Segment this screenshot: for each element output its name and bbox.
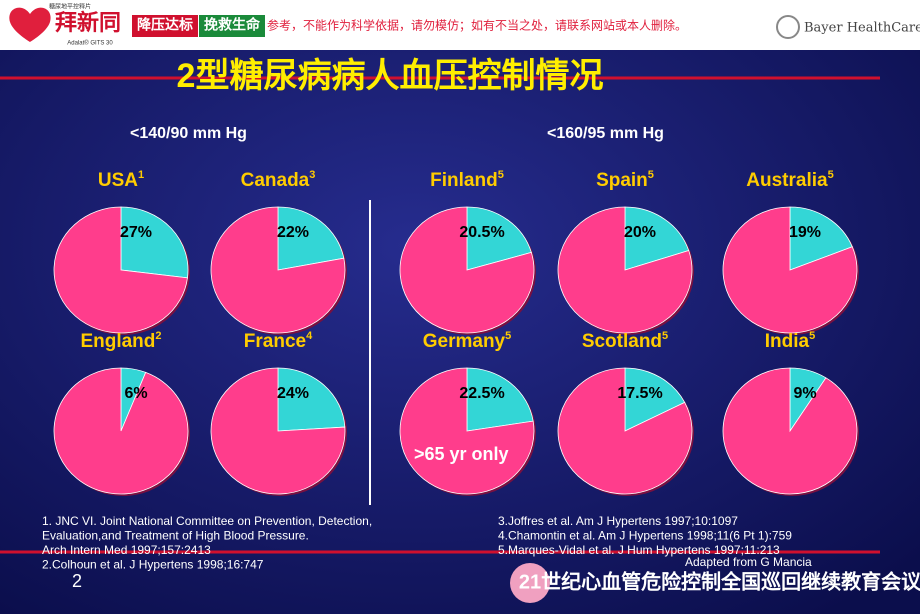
data-label: 22% <box>277 224 309 241</box>
pie-title: Canada3 <box>241 169 316 191</box>
data-label: 20% <box>624 224 656 241</box>
data-label: 24% <box>277 385 309 402</box>
group-label: <160/95 mm Hg <box>547 125 664 142</box>
pie-slice <box>210 206 346 334</box>
footer-title: 21世纪心血管危险控制全国巡回继续教育会议 <box>519 569 920 593</box>
heart-logo <box>9 7 51 42</box>
pie-slice <box>277 367 346 432</box>
pie-title: England2 <box>80 330 161 352</box>
pie-title-sup: 1 <box>138 169 144 181</box>
pie-title: India5 <box>765 330 815 352</box>
data-label: 6% <box>124 385 147 402</box>
slogan: 挽救生命 <box>204 17 261 33</box>
pie-title-text: Germany <box>423 331 506 352</box>
reference: 2.Colhoun et al. J Hypertens 1998;16:747 <box>42 558 264 572</box>
credit: Adapted from G Mancia <box>685 555 812 569</box>
pie-title-text: Spain <box>596 170 648 191</box>
pie-title-text: Finland <box>430 170 498 191</box>
pie-title: Germany5 <box>423 330 512 352</box>
pie-title-sup: 3 <box>309 169 315 181</box>
data-label: 17.5% <box>617 385 662 402</box>
reference: Arch Intern Med 1997;157:2413 <box>42 543 211 557</box>
page-number: 2 <box>72 571 82 591</box>
data-label: 27% <box>120 224 152 241</box>
pie-slice <box>722 367 858 495</box>
reference: 3.Joffres et al. Am J Hypertens 1997;10:… <box>498 514 738 528</box>
pie-title: Spain5 <box>596 169 654 191</box>
pie-slice <box>399 367 535 495</box>
slide-title: 2型糖尿病病人血压控制情况 <box>177 57 604 95</box>
pie-title-sup: 4 <box>306 330 313 342</box>
pie-title-sup: 2 <box>155 330 161 342</box>
data-label: 20.5% <box>459 224 504 241</box>
reference: 5.Marques-Vidal et al. J Hum Hypertens 1… <box>498 543 780 557</box>
pie-slice <box>624 206 690 271</box>
pie-title-text: England <box>80 331 155 352</box>
group-label: <140/90 mm Hg <box>130 125 247 142</box>
brand-sub: Adalat® GITS 30 <box>67 40 113 47</box>
reference: Evaluation,and Treatment of High Blood P… <box>42 529 309 543</box>
brand-small: 糖尿地平控释片 <box>49 3 91 11</box>
pie-slice <box>466 367 534 432</box>
pie-slice <box>277 206 345 271</box>
pie-title-sup: 5 <box>498 169 504 181</box>
pie-title-text: Canada <box>241 170 310 191</box>
pie-title: Finland5 <box>430 169 504 191</box>
brand: 拜新同 <box>55 10 121 35</box>
pie-slice <box>53 367 189 495</box>
pie-title-text: USA <box>98 170 138 191</box>
disclaimer: 参考，不能作为科学依据，请勿模仿；如有不当之处，请联系网站或本人删除。 <box>267 18 687 33</box>
pie-title-text: India <box>765 331 810 352</box>
pie-title-sup: 5 <box>648 169 654 181</box>
pie-title-sup: 5 <box>809 330 815 342</box>
pie-title: USA1 <box>98 169 144 191</box>
pie-title-sup: 5 <box>828 169 834 181</box>
bayer-logo <box>776 15 800 39</box>
pie-slice <box>210 367 346 495</box>
company: Bayer HealthCare <box>804 21 920 36</box>
annotation: >65 yr only <box>414 444 509 464</box>
pie-title-sup: 5 <box>662 330 668 342</box>
pie-slice <box>557 206 693 334</box>
pie-title: Australia5 <box>746 169 833 191</box>
pie-title-sup: 5 <box>505 330 511 342</box>
pie-title-text: Australia <box>746 170 828 191</box>
pie-title-text: France <box>244 331 306 352</box>
pie-slice <box>120 206 189 279</box>
pie-slice <box>624 367 686 432</box>
pie-title-text: Scotland <box>582 331 662 352</box>
pie-slice <box>722 206 858 334</box>
slogan: 降压达标 <box>137 17 193 33</box>
pie-slice <box>399 206 535 334</box>
reference: 4.Chamontin et al. Am J Hypertens 1998;1… <box>498 529 792 543</box>
slogan-box <box>199 15 265 37</box>
pie-slice <box>557 367 693 495</box>
reference: 1. JNC VI. Joint National Committee on P… <box>42 514 372 528</box>
pie-slice <box>466 206 532 271</box>
data-label: 9% <box>793 385 816 402</box>
pie-title: France4 <box>244 330 313 352</box>
pie-title: Scotland5 <box>582 330 668 352</box>
data-label: 19% <box>789 224 821 241</box>
slogan-box <box>132 15 198 37</box>
pie-slice <box>789 206 853 271</box>
footer-logo <box>510 563 550 603</box>
pie-slice <box>53 206 188 334</box>
data-label: 22.5% <box>459 385 504 402</box>
